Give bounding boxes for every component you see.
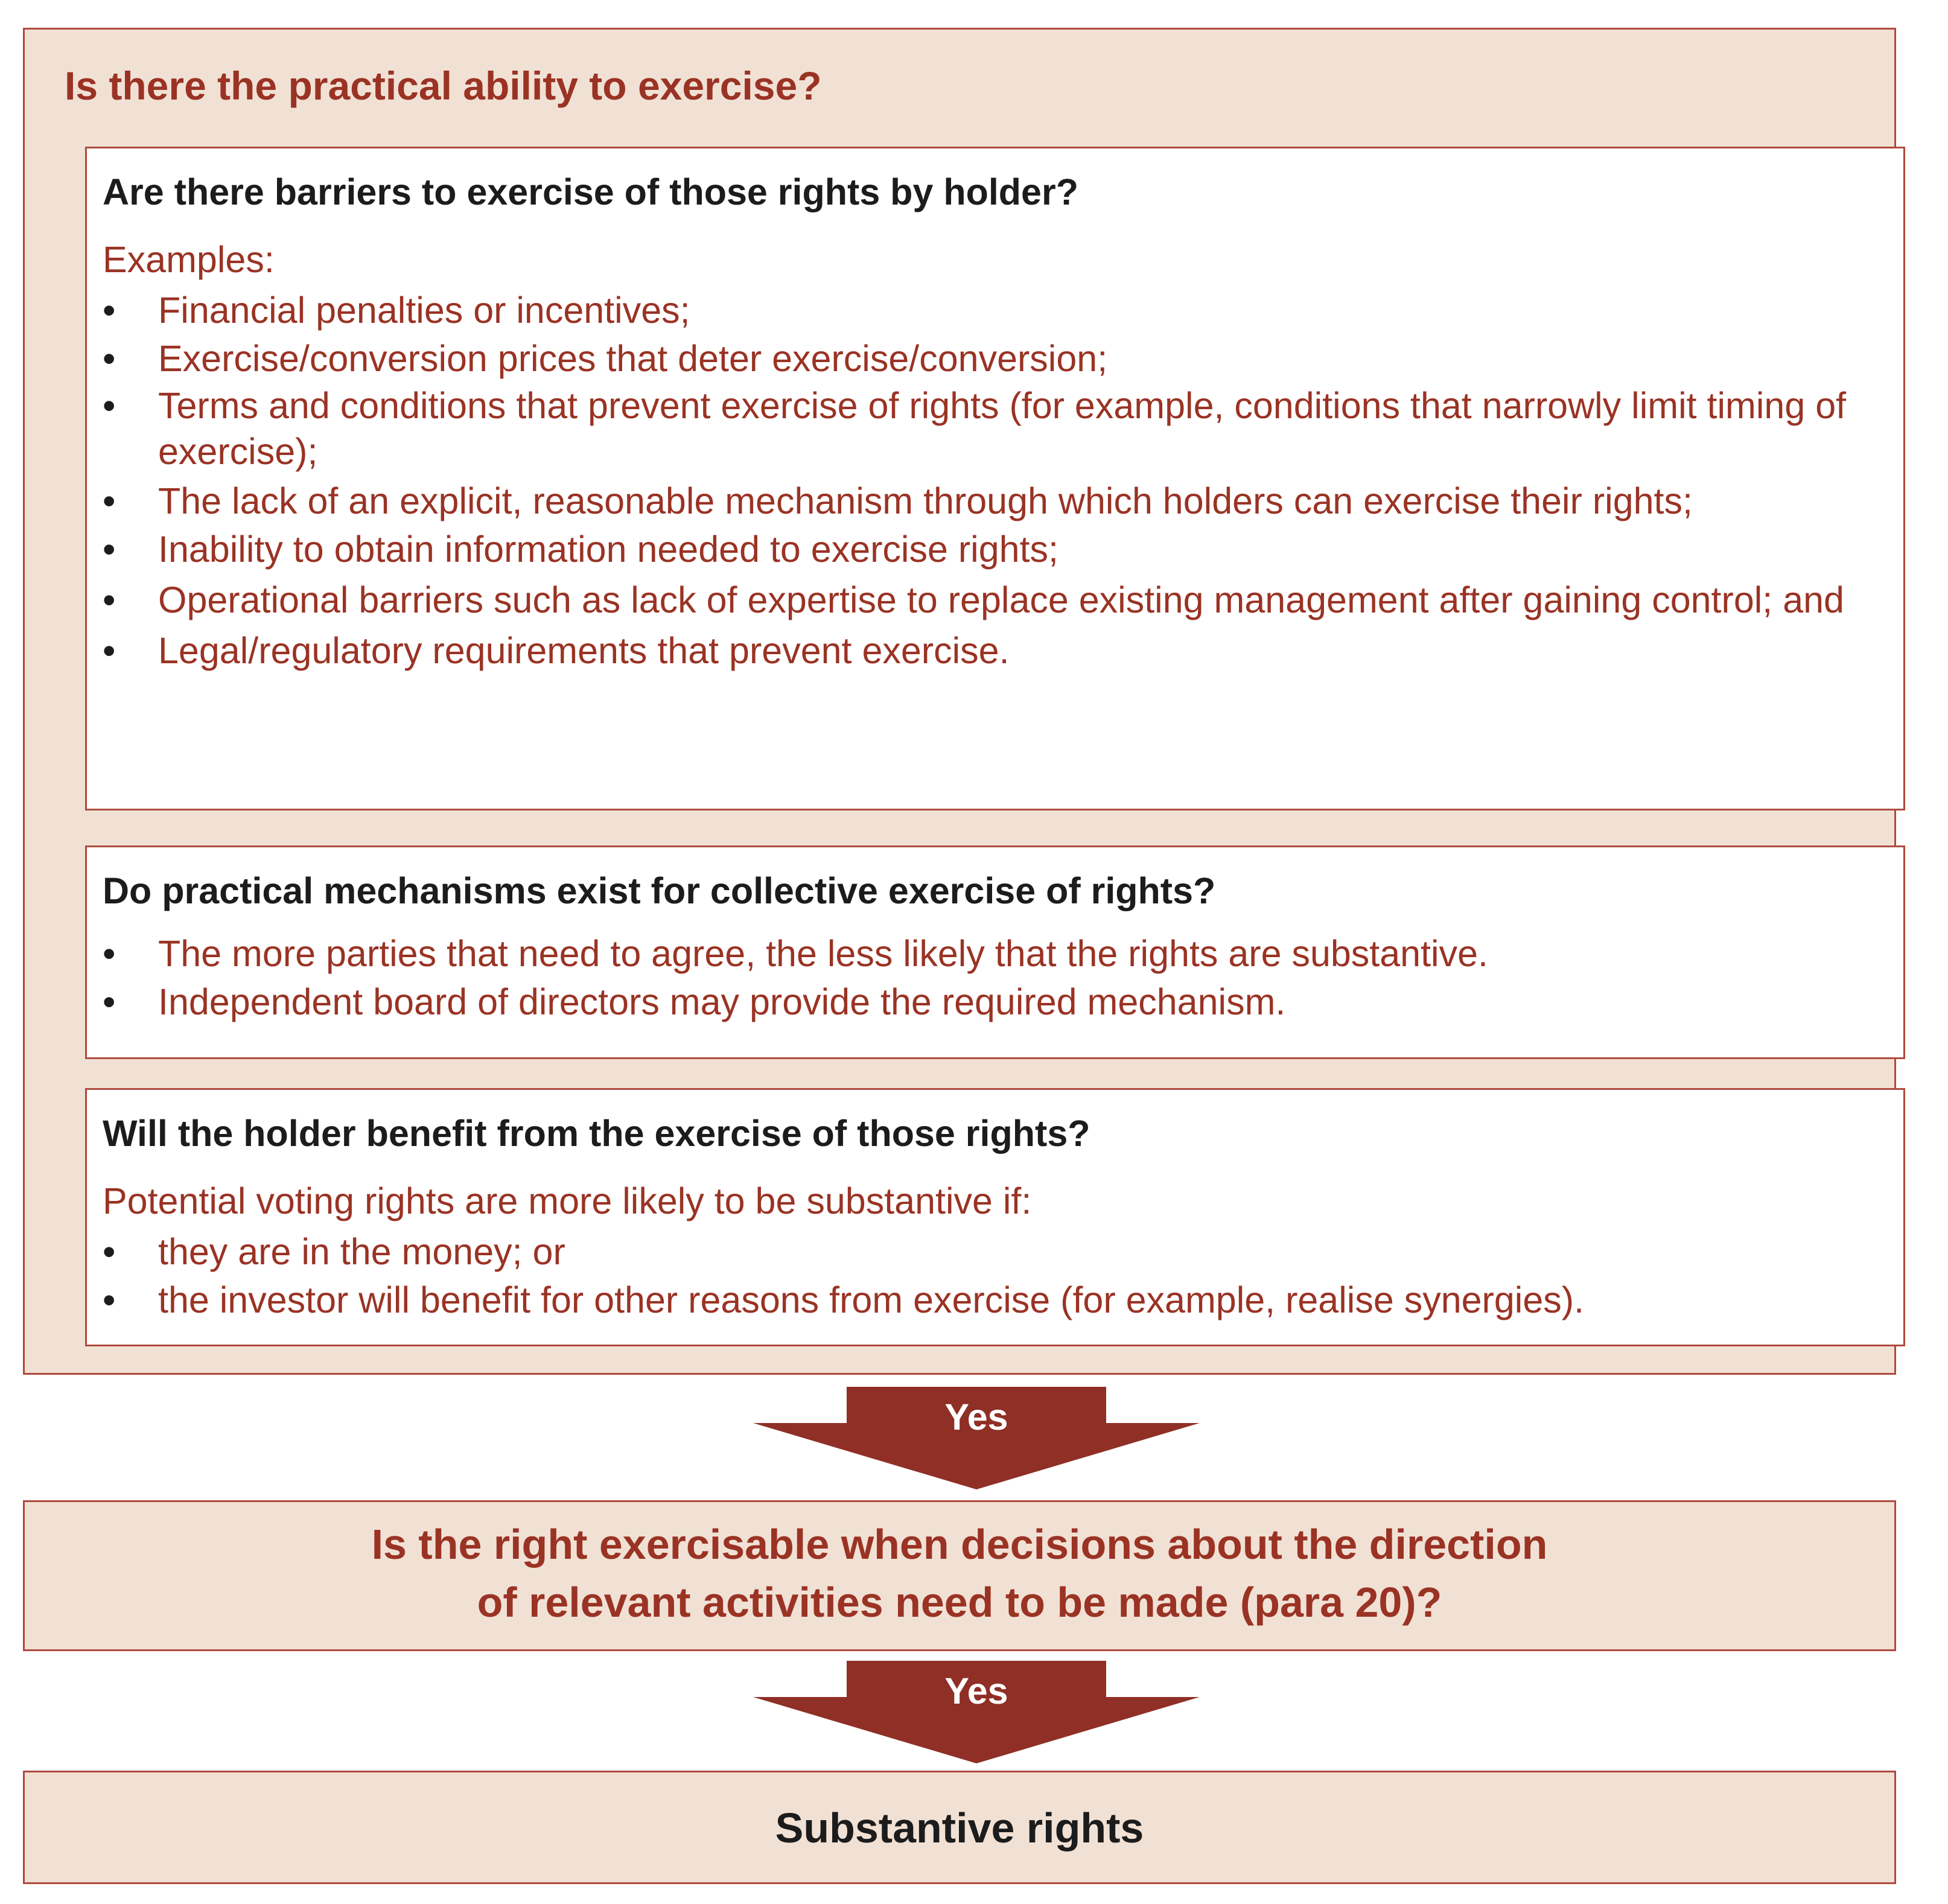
list-item: • Operational barriers such as lack of ex… (103, 573, 1891, 626)
practical-ability-title: Is there the practical ability to exerci… (65, 63, 822, 108)
holder-benefit-heading: Will the holder benefit from the exercis… (103, 1113, 1090, 1154)
bullet-icon: • (103, 1231, 116, 1272)
practical-ability-container: Is there the practical ability to exerci… (23, 28, 1905, 1375)
bullet-icon: • (103, 1279, 116, 1320)
yes-label: Yes (944, 1396, 1008, 1438)
yes-label: Yes (944, 1670, 1008, 1711)
list-item: • Exercise/conversion prices that deter e… (103, 334, 1891, 383)
yes-arrow-1: Yes (753, 1387, 1200, 1489)
barriers-list: • Financial penalties or incentives; • Exe… (103, 286, 1891, 675)
collective-mechanisms-heading: Do practical mechanisms exist for collec… (103, 870, 1216, 911)
substantive-rights-label: Substantive rights (775, 1804, 1144, 1851)
down-arrow-icon (753, 1661, 1200, 1763)
list-item: • Inability to obtain information needed … (103, 525, 1891, 573)
list-item: • Legal/regulatory requirements that prev… (103, 626, 1891, 675)
list-item: • Terms and conditions that prevent exerc… (103, 383, 1891, 474)
barriers-intro: Examples: (103, 239, 275, 280)
bullet-icon: • (103, 933, 116, 974)
barriers-heading: Are there barriers to exercise of those … (103, 171, 1078, 212)
list-item: • Financial penalties or incentives; (103, 286, 1891, 334)
collective-mechanisms-panel: Do practical mechanisms exist for collec… (85, 845, 1905, 1059)
bullet-icon: • (103, 529, 116, 570)
down-arrow-icon (753, 1387, 1200, 1489)
decision-line-2: of relevant activities need to be made (… (477, 1579, 1442, 1626)
list-item: • they are in the money; or (103, 1227, 1891, 1276)
bullet-icon: • (103, 630, 116, 671)
bullet-icon: • (103, 385, 116, 426)
list-item: • the investor will benefit for other rea… (103, 1276, 1891, 1324)
bullet-icon: • (103, 579, 116, 620)
bullet-icon: • (103, 338, 116, 379)
list-item: • Independent board of directors may prov… (103, 978, 1891, 1026)
list-item: • The lack of an explicit, reasonable mec… (103, 478, 1891, 524)
substantive-rights-box: Substantive rights (23, 1771, 1896, 1884)
holder-benefit-panel: Will the holder benefit from the exercis… (85, 1088, 1905, 1346)
bullet-icon: • (103, 290, 116, 331)
collective-mechanisms-list: • The more parties that need to agree, th… (103, 929, 1891, 1026)
yes-arrow-2: Yes (753, 1661, 1200, 1763)
decision-line-1: Is the right exercisable when decisions … (371, 1521, 1548, 1568)
bullet-icon: • (103, 480, 116, 521)
bullet-icon: • (103, 981, 116, 1022)
holder-benefit-list: • they are in the money; or • the investor… (103, 1227, 1891, 1324)
barriers-panel: Are there barriers to exercise of those … (85, 147, 1905, 810)
list-item: • The more parties that need to agree, th… (103, 929, 1891, 978)
holder-benefit-intro: Potential voting rights are more likely … (103, 1180, 1032, 1221)
exercisable-decision-box: Is the right exercisable when decisions … (23, 1500, 1896, 1651)
